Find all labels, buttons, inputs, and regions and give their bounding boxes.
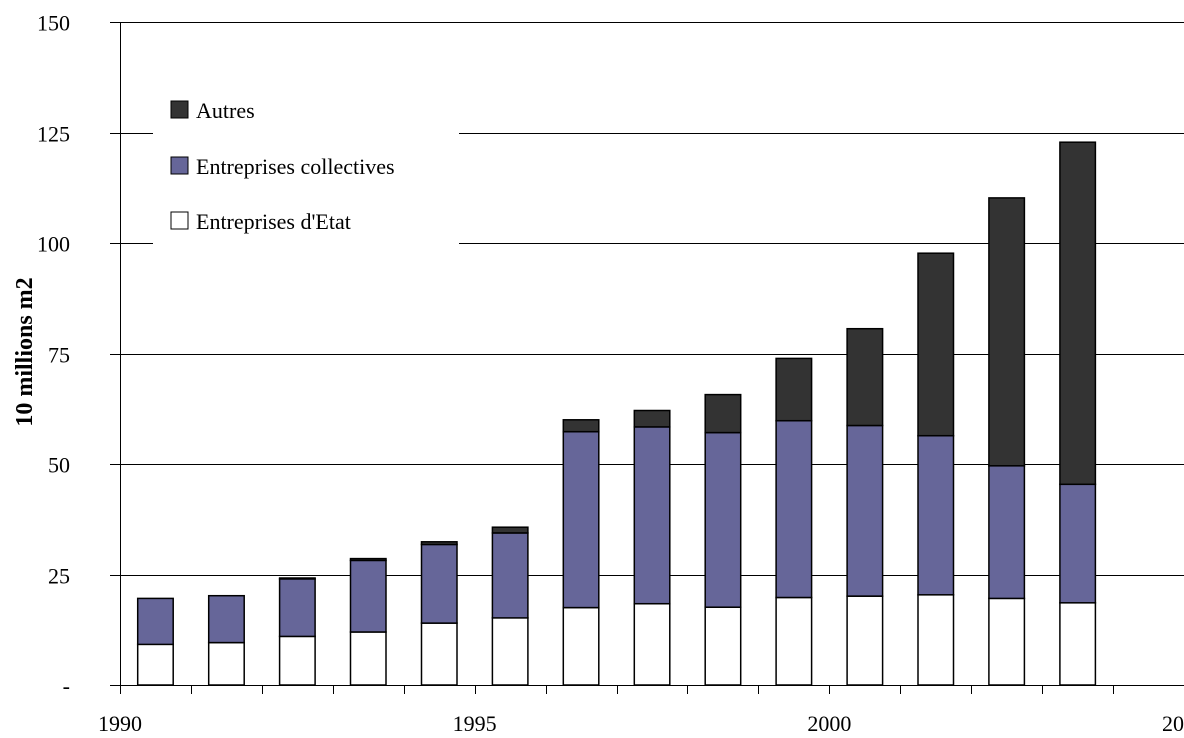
bar-segment (846, 424, 884, 597)
legend-label: Entreprises d'Etat (196, 209, 351, 234)
bar-segment (775, 357, 813, 422)
bar-segment (775, 596, 813, 686)
bar-segment (988, 465, 1026, 600)
x-tick-label: 1990 (98, 711, 142, 736)
bar-segment (278, 577, 316, 580)
bar-segment (420, 622, 458, 686)
legend-swatch (170, 156, 189, 175)
legend: Autres Entreprises collectives Entreprises… (153, 84, 459, 244)
bar-segment (491, 617, 529, 686)
bar-segment (846, 327, 884, 427)
bar-segment (349, 559, 387, 633)
legend-swatch (170, 100, 189, 119)
bar-segment (775, 419, 813, 599)
axes: - 25 50 75 100 125 150 1990 1995 2000 2005 (37, 11, 1184, 736)
bar-segment (846, 595, 884, 686)
bar-segment (988, 197, 1026, 467)
bar-segment (704, 431, 742, 608)
x-tick-label: 2000 (807, 711, 851, 736)
bar-segment (491, 526, 529, 534)
bar-segment (349, 631, 387, 686)
bar-segment (278, 578, 316, 638)
bar-segment (207, 594, 245, 644)
y-tick-label: - (63, 674, 70, 699)
bar-segment (278, 635, 316, 686)
bar-segment (704, 393, 742, 434)
bar-segment (136, 643, 174, 686)
bar-segment (136, 597, 174, 646)
bar-segment (1059, 483, 1097, 604)
bar-segment (207, 641, 245, 686)
y-tick-label: 25 (48, 564, 70, 589)
bar-segment (633, 602, 671, 686)
bar-segment (917, 434, 955, 596)
bar-segment (349, 557, 387, 562)
y-tick-label: 125 (37, 122, 70, 147)
bar-segment (420, 541, 458, 546)
x-tick-label: 1995 (453, 711, 497, 736)
bar-segment (562, 606, 600, 686)
bar-segment (988, 597, 1026, 686)
bar-segment (633, 409, 671, 428)
bars (136, 141, 1097, 686)
bar-segment (1059, 602, 1097, 686)
y-axis-label: 10 millions m2 (12, 277, 38, 426)
bar-segment (562, 430, 600, 609)
bar-segment (491, 532, 529, 619)
y-tick-label: 100 (37, 232, 70, 257)
bar-segment (917, 252, 955, 437)
y-tick-label: 50 (48, 453, 70, 478)
legend-label: Entreprises collectives (196, 154, 395, 179)
legend-box (153, 84, 459, 244)
y-tick-label: 150 (37, 11, 70, 36)
bar-segment (704, 606, 742, 686)
legend-label: Autres (196, 98, 255, 123)
bar-segment (562, 419, 600, 433)
y-tick-label: 75 (48, 343, 70, 368)
bar-segment (420, 543, 458, 624)
bar-segment (917, 594, 955, 686)
x-tick-label: 2005 (1162, 711, 1184, 736)
bar-segment (633, 426, 671, 605)
bar-segment (1059, 141, 1097, 486)
legend-swatch (170, 211, 189, 230)
